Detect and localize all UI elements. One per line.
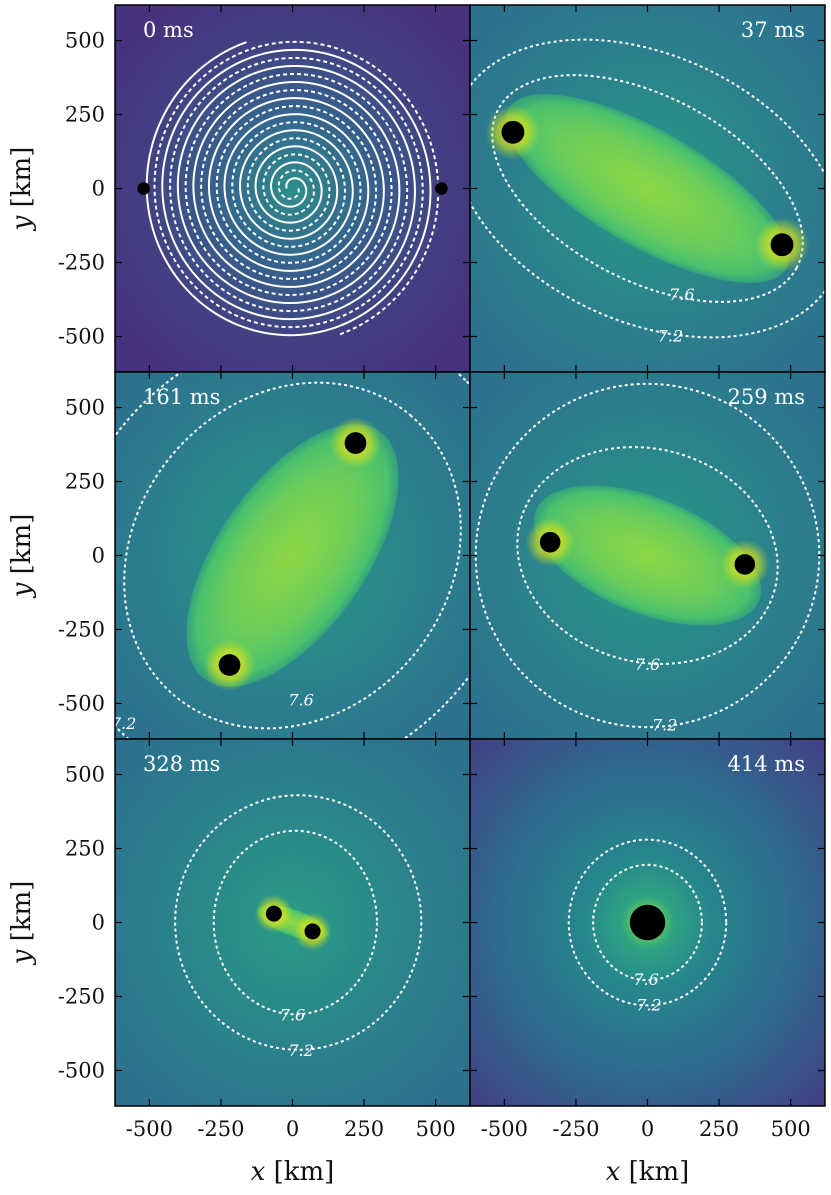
accretion-disk [505,94,790,283]
time-label: 414 ms [728,752,805,776]
contour-label: 7.2 [652,716,677,735]
y-tick-label: -500 [58,1058,105,1082]
time-label: 259 ms [728,385,805,409]
black-hole-1 [770,233,794,257]
x-axis-label: x [km] [251,1157,335,1187]
contour-label: 7.2 [658,326,683,345]
time-label: 37 ms [741,18,805,42]
panel-1: 7.6 7.2 37 ms [470,5,825,372]
x-axis-label: x [km] [606,1157,690,1187]
y-tick-label: 250 [65,837,105,861]
contour-label: 7.6 [669,285,694,304]
panel-0: 0 ms [115,5,470,372]
contour-label: 7.2 [111,714,136,733]
black-hole-1 [218,654,241,676]
y-tick-label: 0 [92,911,105,935]
panel-5: 7.6 7.2 414 ms [470,739,825,1106]
y-tick-label: -500 [58,691,105,715]
contour-label: 7.2 [636,995,661,1014]
black-hole-0 [265,905,282,922]
y-tick-label: 500 [65,763,105,787]
panel-2: 7.6 7.2 161 ms [111,372,470,739]
x-tick-label: -500 [126,1117,173,1141]
black-hole-0 [539,531,561,553]
contour-7.6 [592,863,703,982]
y-tick-label: -250 [58,984,105,1008]
black-hole-0 [629,904,666,941]
spiral-trajectories [145,40,440,337]
x-tick-label: 0 [641,1117,654,1141]
x-tick-label: 250 [699,1117,739,1141]
y-tick-label: 500 [65,29,105,53]
accretion-disk [186,424,399,687]
contour-7.2 [174,794,423,1051]
black-hole-1 [734,554,756,575]
x-tick-label: -250 [552,1117,599,1141]
trajectory-solid [145,41,432,337]
contour-7.6 [516,446,779,665]
contour-7.6 [212,829,378,1016]
contour-label: 7.6 [633,970,658,989]
black-hole-0 [137,182,150,195]
y-tick-label: -250 [58,250,105,274]
contour-7.2 [115,372,470,739]
black-hole-0 [501,120,525,144]
contour-7.6 [123,381,462,730]
panel-background [115,5,470,372]
y-tick-label: -500 [58,324,105,348]
black-hole-1 [304,923,321,940]
y-tick-label: 0 [92,544,105,568]
y-tick-label: 0 [92,177,105,201]
time-label: 161 ms [143,385,220,409]
panel-4: 7.6 7.2 328 ms [115,739,470,1106]
y-axis-label: y [km] [7,881,37,966]
trajectory-dashed [153,40,440,336]
contour-label: 7.6 [280,1006,305,1025]
x-tick-label: 500 [771,1117,811,1141]
x-tick-label: 500 [416,1117,456,1141]
x-tick-label: -500 [481,1117,528,1141]
y-tick-label: 250 [65,103,105,127]
x-tick-label: 0 [286,1117,299,1141]
x-tick-label: 250 [344,1117,384,1141]
contour-7.2 [567,838,728,1007]
black-hole-1 [435,182,448,195]
contour-label: 7.6 [288,691,313,710]
y-tick-label: 250 [65,470,105,494]
contour-label: 7.2 [288,1041,313,1060]
y-axis-label: y [km] [7,147,37,232]
black-hole-0 [344,432,367,454]
time-label: 328 ms [143,752,220,776]
y-tick-label: -250 [58,617,105,641]
panel-3: 7.6 7.2 259 ms [470,372,825,739]
y-axis-label: y [km] [7,514,37,599]
axes-layer: -500 -250 0 250 500 y [km] -500 -250 0 250 500 y [k… [7,29,811,1187]
contour-label: 7.6 [635,655,660,674]
accretion-disk [533,485,762,626]
time-label: 0 ms [143,18,194,42]
x-tick-label: -250 [197,1117,244,1141]
y-tick-label: 500 [65,396,105,420]
